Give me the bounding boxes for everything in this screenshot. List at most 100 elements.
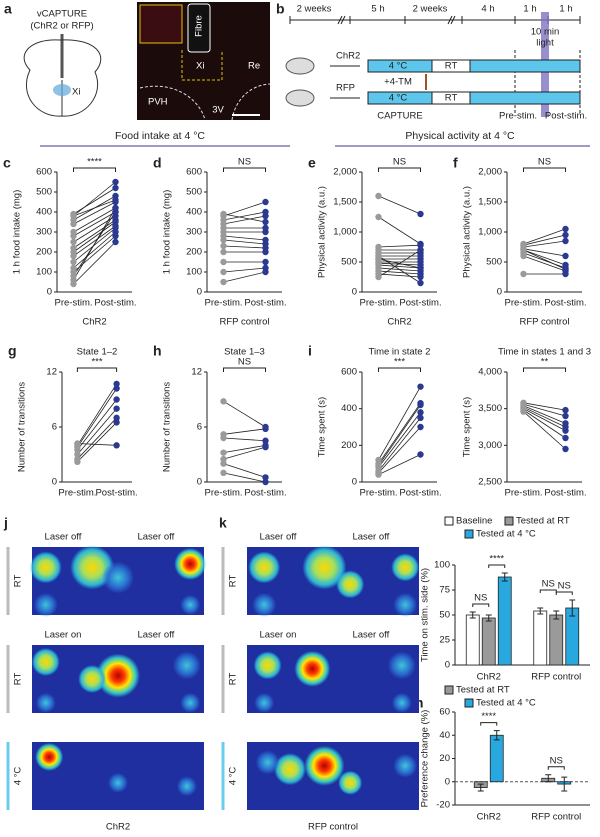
time-label: 1 h [523,4,536,15]
pair-line [523,252,566,269]
y-tick-label: 3,500 [478,403,502,414]
dot [220,449,227,456]
hotspot [253,651,282,680]
legend-label: Tested at RT [456,685,510,696]
legend-swatch [444,685,454,695]
outline [139,83,271,121]
image-label: Xi [196,61,204,72]
pair-line [223,437,266,442]
y-tick-label: 200 [36,247,52,258]
hotspot [255,750,280,775]
dot [70,280,77,288]
significance: NS [474,593,487,604]
dot [417,423,424,431]
y-tick-label: 0 [497,287,502,298]
dot [74,440,81,447]
y-axis-label: Time spent (s) [317,397,328,457]
dot [520,270,527,278]
legend-swatch [464,529,474,539]
x-tick-label: ChR2 [477,672,501,683]
y-tick-label: 500 [186,187,202,198]
inset [139,4,183,44]
panel-letter: k [219,515,227,531]
x-tick-label: Post-stim. [399,298,441,309]
dot [112,232,119,240]
sig-bracket [555,591,573,595]
hotspot [302,545,347,590]
dot [417,451,424,458]
dot [262,248,269,256]
pair-line [73,219,116,249]
pair-line [73,231,116,269]
pair-line [523,408,566,432]
x-axis-label: ChR2 [82,317,106,328]
hotspot [336,570,365,599]
dot [70,220,77,228]
xi-region [53,84,71,96]
dot [417,279,424,287]
y-tick-label: 1,000 [478,227,502,238]
step-label: 4 °C [389,93,408,104]
pair-line [223,472,266,483]
y-tick-label: 6 [197,422,202,433]
y-tick-label: 12 [191,367,202,378]
y-tick-label: 600 [341,367,357,378]
drug-label: +4-TM [384,77,412,88]
pair-line [378,195,421,215]
x-tick-label: Pre-stim. [360,298,398,309]
row-chr2: ChR2 4 °C RT [285,51,581,75]
significance: NS [550,755,563,766]
pair-line [73,225,116,257]
step-label: 4 °C [389,61,408,72]
dot [562,445,569,453]
stim-label: Pre-stim. [499,111,537,122]
group-label: ChR2 [336,51,360,62]
legend-swatch [464,698,474,708]
condition-label: RT [13,575,24,588]
y-tick-label: 600 [36,167,52,178]
condition-label: RT [228,673,239,686]
dot [375,471,382,478]
x-tick-label: Post-stim. [544,488,586,499]
hotspot [391,692,412,713]
chart-title: State 1–3 [224,347,265,358]
dot [220,398,227,405]
pair-line [223,428,266,435]
dot [417,383,424,390]
hotspot [391,553,420,582]
group-label: RFP [336,83,355,94]
pair-line [523,411,566,450]
dot [74,451,81,458]
y-tick-label: 500 [36,187,52,198]
x-tick-label: Pre-stim. [58,488,96,499]
dot [417,414,424,422]
time-label: 1 h [559,4,572,15]
x-tick-label: Post-stim. [95,488,137,499]
y-tick-label: 0 [197,477,202,488]
dot [562,231,569,239]
pair-line [73,199,116,217]
error-bar [469,611,476,619]
significance: **** [481,711,496,722]
error-bar [553,610,560,620]
hotspot [274,753,306,786]
sig-bracket [472,603,490,607]
dot [262,425,269,433]
bar [533,610,548,666]
chart-title: Time in states 1 and 3 [498,347,591,358]
dot [112,184,119,192]
dot [562,252,569,260]
condition-label: RT [13,673,24,686]
pair-line [77,417,117,460]
significance: NS [238,357,251,368]
light-label: 10 min [531,27,560,38]
pair-line [378,244,421,248]
y-tick-label: 400 [186,207,202,218]
time-label: 4 h [481,4,494,15]
scale-bar [232,114,260,116]
pair-line [73,241,116,285]
legend-swatch [504,516,514,526]
significance: NS [558,581,571,592]
hotspot [176,776,197,797]
laser-label: Laser off [260,532,297,543]
